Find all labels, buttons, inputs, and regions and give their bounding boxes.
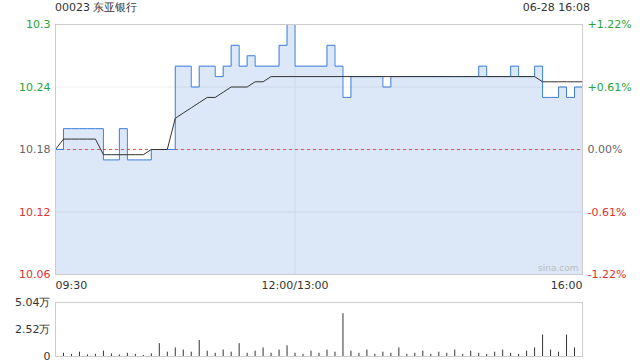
svg-text:+0.61%: +0.61%: [588, 81, 632, 94]
svg-text:-0.61%: -0.61%: [588, 206, 627, 219]
svg-text:12:00/13:00: 12:00/13:00: [261, 279, 328, 292]
svg-text:16:00: 16:00: [551, 279, 583, 292]
svg-text:10.18: 10.18: [19, 143, 51, 156]
svg-text:2.52万: 2.52万: [15, 323, 51, 336]
svg-text:10.06: 10.06: [19, 268, 51, 281]
svg-text:09:30: 09:30: [56, 279, 88, 292]
svg-text:10.24: 10.24: [19, 81, 51, 94]
svg-text:sina.com: sina.com: [538, 263, 579, 273]
svg-text:0: 0: [44, 350, 51, 360]
html-text:00023 东亚银行: 00023 东亚银行: [55, 1, 138, 14]
svg-text:5.04万: 5.04万: [15, 296, 51, 309]
svg-text:10.12: 10.12: [19, 206, 51, 219]
svg-text:-1.22%: -1.22%: [588, 268, 627, 281]
svg-text:10.3: 10.3: [26, 18, 51, 31]
svg-text:+1.22%: +1.22%: [588, 18, 632, 31]
svg-text:0.00%: 0.00%: [588, 143, 623, 156]
html-text:06-28 16:08: 06-28 16:08: [522, 1, 590, 14]
